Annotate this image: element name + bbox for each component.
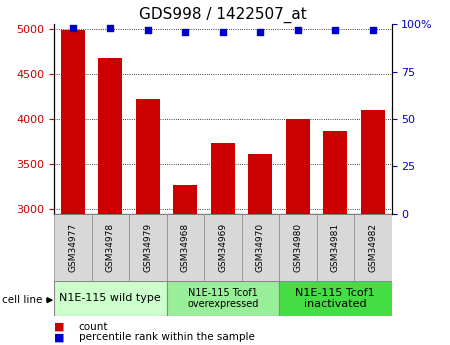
Bar (323, 131, 347, 345)
Point (182, 29, 189, 34)
Text: GSM34980: GSM34980 (293, 223, 302, 272)
Bar (242, 214, 279, 283)
Bar (91, 214, 129, 283)
Text: N1E-115 Tcof1
overexpressed: N1E-115 Tcof1 overexpressed (187, 288, 258, 309)
Text: GSM34979: GSM34979 (143, 223, 152, 272)
Point (294, 27, 302, 32)
Point (219, 29, 226, 34)
Point (107, 25, 114, 31)
Title: GDS998 / 1422507_at: GDS998 / 1422507_at (139, 7, 306, 23)
Point (369, 27, 376, 32)
Bar (279, 214, 316, 283)
Bar (135, 99, 160, 345)
Bar (166, 281, 279, 316)
Text: N1E-115 Tcof1
inactivated: N1E-115 Tcof1 inactivated (296, 288, 375, 309)
Text: ■: ■ (54, 333, 64, 342)
Bar (129, 214, 166, 283)
Text: N1E-115 wild type: N1E-115 wild type (59, 294, 161, 303)
Text: GSM34970: GSM34970 (256, 223, 265, 272)
Text: GSM34977: GSM34977 (68, 223, 77, 272)
Bar (61, 30, 85, 345)
Bar (360, 110, 385, 345)
Bar (316, 214, 354, 283)
Bar (98, 59, 122, 345)
Bar (54, 214, 91, 283)
Point (69, 25, 76, 31)
Bar (166, 214, 204, 283)
Point (332, 27, 339, 32)
Bar (354, 214, 392, 283)
Text: ■: ■ (54, 322, 64, 332)
Text: GSM34981: GSM34981 (331, 223, 340, 272)
Text: GSM34982: GSM34982 (368, 223, 377, 272)
Bar (211, 142, 235, 345)
Bar (173, 185, 198, 345)
Bar (204, 214, 242, 283)
Point (256, 29, 264, 34)
Text: GSM34968: GSM34968 (181, 223, 190, 272)
Bar (248, 154, 272, 345)
Text: cell line: cell line (2, 295, 43, 305)
Text: GSM34978: GSM34978 (106, 223, 115, 272)
Text: count: count (79, 322, 108, 332)
Text: GSM34969: GSM34969 (218, 223, 227, 272)
Bar (286, 119, 310, 345)
Bar (279, 281, 392, 316)
Point (144, 27, 151, 32)
Bar (54, 281, 166, 316)
Text: percentile rank within the sample: percentile rank within the sample (79, 333, 255, 342)
